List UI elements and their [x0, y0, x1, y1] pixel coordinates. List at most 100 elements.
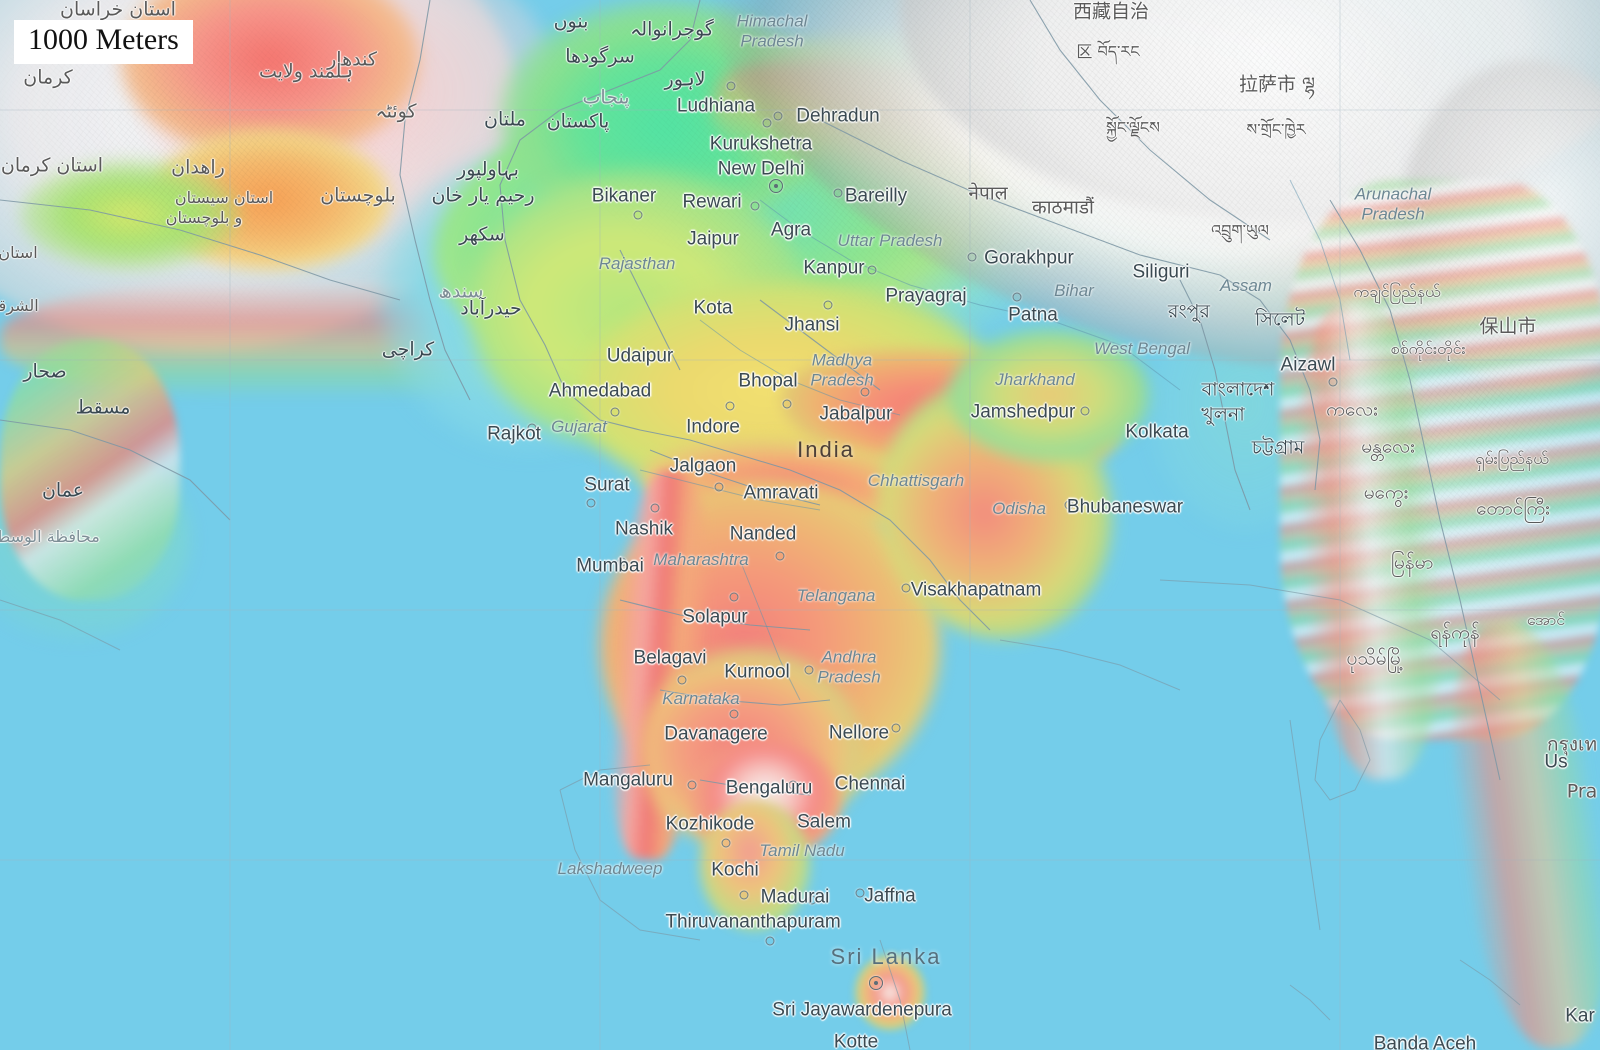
region-label[interactable]: Gujarat	[551, 416, 607, 436]
city-label[interactable]: Kolkata	[1125, 421, 1189, 443]
script-label[interactable]: সিলেট	[1254, 308, 1306, 331]
city-label[interactable]: Mangaluru	[583, 769, 673, 791]
city-label[interactable]: Jalgaon	[669, 455, 737, 477]
country-label[interactable]: Sri Lanka	[830, 944, 942, 969]
region-label[interactable]: Himachal Pradesh	[736, 11, 808, 51]
script-label[interactable]: کراچی	[381, 338, 435, 361]
script-label[interactable]: و بلوچستان	[165, 208, 243, 227]
script-label[interactable]: مسقط	[75, 396, 131, 419]
city-label[interactable]: Jaipur	[687, 228, 739, 250]
city-label[interactable]: Solapur	[682, 606, 748, 628]
city-label[interactable]: Visakhapatnam	[910, 579, 1042, 601]
region-label[interactable]: Arunachal Pradesh	[1354, 184, 1432, 224]
city-label[interactable]: Rewari	[682, 191, 742, 213]
region-label[interactable]: Jharkhand	[995, 369, 1075, 389]
city-label[interactable]: Dehradun	[796, 105, 880, 127]
script-label[interactable]: রংপুর	[1168, 300, 1210, 323]
city-label[interactable]: Patna	[1008, 304, 1058, 326]
script-label[interactable]: بنوں	[553, 10, 589, 33]
city-label[interactable]: Bikaner	[591, 185, 657, 207]
city-label[interactable]: Jaffna	[864, 885, 916, 907]
city-label[interactable]: Kota	[693, 297, 733, 319]
script-label[interactable]: لاہور	[664, 68, 706, 91]
region-label[interactable]: Bihar	[1054, 280, 1094, 300]
region-label[interactable]: Uttar Pradesh	[837, 230, 943, 250]
region-label[interactable]: Telangana	[796, 585, 876, 605]
city-label[interactable]: Belagavi	[633, 647, 707, 669]
city-label[interactable]: Surat	[584, 474, 630, 496]
city-label[interactable]: Ahmedabad	[548, 380, 652, 402]
script-label[interactable]: འབྲུག་ཡུལ	[1211, 221, 1269, 240]
script-label[interactable]: စစ်ကိုင်းတိုင်း	[1390, 339, 1466, 358]
script-label[interactable]: ရှမ်းပြည်နယ်	[1475, 449, 1549, 468]
region-label[interactable]: West Bengal	[1093, 338, 1191, 358]
city-label[interactable]: Prayagraj	[885, 285, 967, 307]
script-label[interactable]: ས་གྲོང་ཁྱེར	[1246, 120, 1306, 139]
script-label[interactable]: سکھر	[459, 223, 505, 246]
script-label[interactable]: رحیم یار خان	[431, 184, 535, 207]
script-label[interactable]: กรุงเท	[1546, 733, 1598, 756]
script-label[interactable]: တောင်ကြီး	[1476, 497, 1550, 520]
country-label[interactable]: India	[797, 437, 855, 462]
city-label[interactable]: Mumbai	[576, 555, 644, 577]
city-label[interactable]: Kar	[1565, 1005, 1595, 1027]
city-label[interactable]: Bareilly	[844, 185, 908, 207]
region-label[interactable]: Maharashtra	[653, 549, 749, 569]
script-label[interactable]: الشرقية	[0, 296, 39, 315]
script-label[interactable]: မကွေး	[1363, 481, 1409, 504]
city-label[interactable]: Kurukshetra	[709, 133, 813, 155]
script-label[interactable]: استان کرمان	[0, 154, 104, 177]
region-label[interactable]: Lakshadweep	[557, 858, 663, 878]
city-label[interactable]: Bhopal	[738, 370, 798, 392]
script-label[interactable]: سندھ	[438, 280, 484, 303]
region-label[interactable]: Andhra Pradesh	[817, 647, 881, 687]
script-label[interactable]: काठमाडौं	[1032, 196, 1094, 219]
script-label[interactable]: حیدرآباد	[460, 297, 522, 320]
script-label[interactable]: ကချင်ပြည်နယ်	[1353, 282, 1441, 301]
script-label[interactable]: سرگودھا	[565, 45, 635, 68]
script-label[interactable]: کرمان	[23, 66, 73, 89]
region-label[interactable]: Odisha	[992, 498, 1046, 518]
script-label[interactable]: ရန်ကုန်	[1430, 621, 1480, 644]
city-label[interactable]: Jamshedpur	[970, 401, 1076, 423]
script-label[interactable]: عمان	[41, 479, 85, 502]
city-label[interactable]: Kurnool	[724, 661, 790, 683]
script-label[interactable]: استان	[0, 243, 38, 262]
script-label[interactable]: အောင်	[1526, 610, 1566, 629]
script-label[interactable]: ہلمند ولایت	[258, 60, 354, 83]
region-label[interactable]: Rajasthan	[598, 253, 676, 273]
city-label[interactable]: Rajkot	[487, 423, 541, 445]
script-label[interactable]: پنجاب	[582, 86, 630, 109]
script-label[interactable]: ကလေး	[1326, 398, 1378, 421]
city-label[interactable]: Aizawl	[1280, 354, 1336, 376]
region-label[interactable]: Madhya Pradesh	[810, 350, 874, 390]
script-label[interactable]: پاکستان	[546, 110, 610, 133]
city-label[interactable]: Madurai	[760, 886, 830, 908]
script-label[interactable]: 区 བོད་རང	[1076, 42, 1140, 61]
city-label[interactable]: Siliguri	[1132, 261, 1190, 283]
script-label[interactable]: کندھار	[327, 48, 377, 71]
region-label[interactable]: Tamil Nadu	[759, 840, 845, 860]
city-label[interactable]: Banda Aceh	[1373, 1033, 1477, 1050]
script-label[interactable]: صحار	[23, 360, 67, 383]
city-label[interactable]: Jhansi	[784, 314, 840, 336]
city-label[interactable]: Nanded	[729, 523, 797, 545]
region-label[interactable]: Chhattisgarh	[867, 470, 965, 490]
city-label[interactable]: Jabalpur	[819, 403, 893, 425]
script-label[interactable]: Pra	[1566, 780, 1598, 803]
city-label[interactable]: Kozhikode	[665, 813, 755, 835]
city-label[interactable]: Amravati	[743, 482, 819, 504]
script-label[interactable]: راهدان	[171, 156, 225, 179]
script-label[interactable]: চট্টগ্রাম	[1251, 436, 1305, 459]
city-label[interactable]: Us	[1544, 751, 1568, 773]
script-label[interactable]: नेपाल	[968, 182, 1008, 205]
city-label[interactable]: Udaipur	[606, 345, 674, 367]
city-label[interactable]: Sri Jayawardenepura	[772, 999, 952, 1021]
script-label[interactable]: 拉萨市 ལྷ	[1238, 73, 1316, 96]
script-label[interactable]: খুলনা	[1201, 403, 1245, 426]
city-label[interactable]: Agra	[770, 219, 812, 241]
city-label[interactable]: Nellore	[828, 722, 890, 744]
script-label[interactable]: بلوچستان	[320, 184, 396, 207]
city-label[interactable]: Kochi	[711, 859, 759, 881]
